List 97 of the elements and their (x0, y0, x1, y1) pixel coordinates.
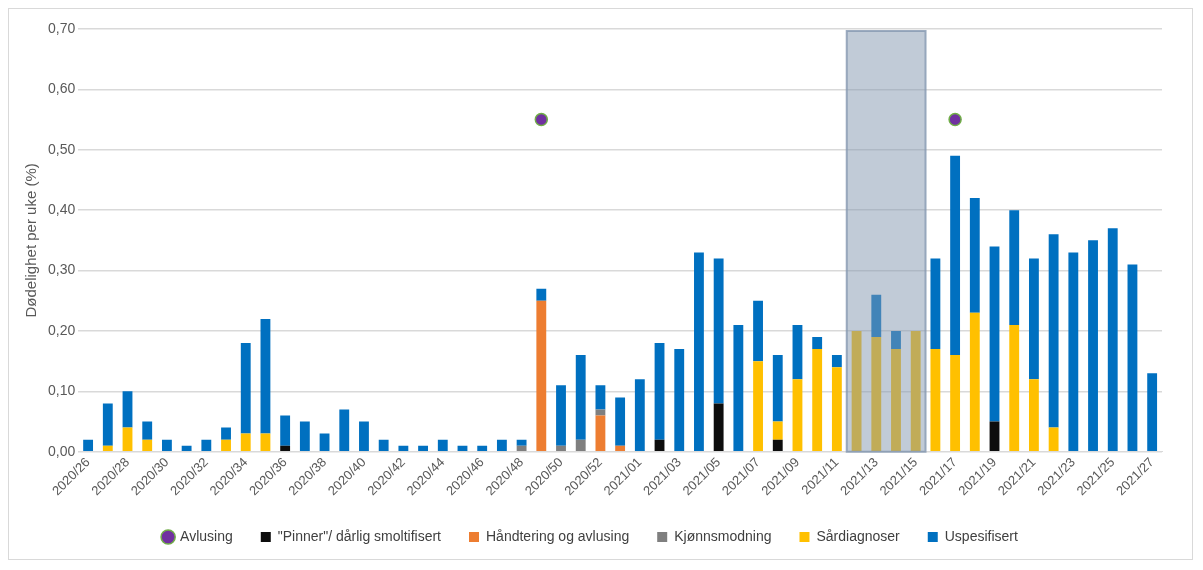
bar (950, 355, 961, 451)
bar (595, 409, 606, 416)
bar (83, 439, 94, 451)
bar (595, 385, 606, 410)
bar (496, 439, 507, 451)
bar (142, 439, 153, 451)
bar (950, 155, 961, 356)
bar (772, 355, 783, 422)
bar (142, 421, 153, 440)
bar (930, 258, 941, 350)
bar (221, 427, 231, 440)
bar (1127, 264, 1138, 451)
bar (516, 439, 527, 446)
bar (339, 409, 350, 451)
bar (812, 349, 823, 451)
bar (161, 439, 172, 451)
bar (831, 355, 842, 368)
bar (595, 415, 606, 451)
bar (221, 439, 231, 451)
bar (240, 343, 251, 434)
bar (575, 355, 586, 440)
bar (516, 445, 527, 451)
y-tick-label: 0,60 (48, 80, 76, 97)
y-tick-label: 0,00 (48, 442, 76, 459)
bar (1048, 427, 1059, 451)
bar (910, 330, 921, 451)
y-tick-label: 0,30 (48, 261, 76, 278)
bar (575, 439, 586, 451)
y-tick-label: 0,10 (48, 382, 76, 399)
bar (792, 379, 803, 451)
bar (359, 421, 369, 451)
bar (772, 439, 783, 451)
bar (556, 445, 566, 451)
y-tick-label: 0,50 (48, 140, 76, 157)
bar (989, 421, 1000, 451)
bar (1028, 379, 1039, 451)
bar (615, 445, 626, 451)
bar (1147, 373, 1158, 451)
bar (831, 367, 842, 451)
bar (654, 343, 665, 440)
bar (260, 318, 271, 434)
bar (615, 397, 626, 446)
bar (122, 391, 133, 428)
bar (556, 385, 566, 446)
bar (299, 421, 310, 451)
bar (378, 439, 389, 451)
bar (437, 439, 448, 451)
bar (1068, 252, 1079, 451)
bar (1009, 324, 1020, 451)
bar (1048, 234, 1059, 428)
bar (280, 415, 291, 446)
bar (891, 330, 901, 350)
legend-label: Avlusing (180, 527, 233, 544)
bar (969, 312, 980, 451)
bar (871, 337, 882, 451)
legend-label: Sårdiagnoser (816, 527, 901, 544)
bar (181, 445, 192, 451)
bar (733, 324, 744, 451)
bar (634, 379, 645, 451)
bar (536, 288, 547, 301)
bar (753, 361, 763, 451)
bar (536, 300, 547, 451)
bar (102, 403, 113, 446)
bar (102, 445, 113, 451)
bar (792, 324, 803, 380)
bar (398, 445, 409, 451)
bar (477, 445, 488, 451)
bar (1107, 228, 1118, 451)
bar (674, 349, 685, 451)
bar (122, 427, 133, 451)
bar (201, 439, 212, 451)
y-tick-label: 0,20 (48, 321, 76, 338)
bar (969, 198, 980, 313)
legend-label: Uspesifisert (944, 527, 1018, 544)
bar (240, 433, 251, 451)
y-tick-label: 0,70 (48, 19, 76, 36)
bar (753, 300, 763, 362)
bar (1088, 240, 1098, 451)
y-axis-title: Dødelighet per uke (%) (22, 163, 40, 318)
legend-label: Håndtering og avlusing (486, 527, 630, 544)
bar (713, 403, 724, 451)
bar (891, 349, 901, 451)
bar (694, 252, 704, 451)
bar (418, 445, 428, 451)
bar (772, 421, 783, 440)
bar (812, 337, 823, 350)
bar (851, 330, 862, 451)
bar (930, 349, 941, 451)
legend-label: "Pinner"/ dårlig smoltifisert (277, 527, 442, 544)
bar (1028, 258, 1039, 380)
bar (713, 258, 724, 404)
legend-label: Kjønnsmodning (674, 527, 772, 544)
bar (1009, 210, 1020, 325)
y-tick-label: 0,40 (48, 201, 76, 218)
bar (280, 445, 291, 451)
bar (989, 246, 1000, 422)
bar (871, 294, 882, 337)
